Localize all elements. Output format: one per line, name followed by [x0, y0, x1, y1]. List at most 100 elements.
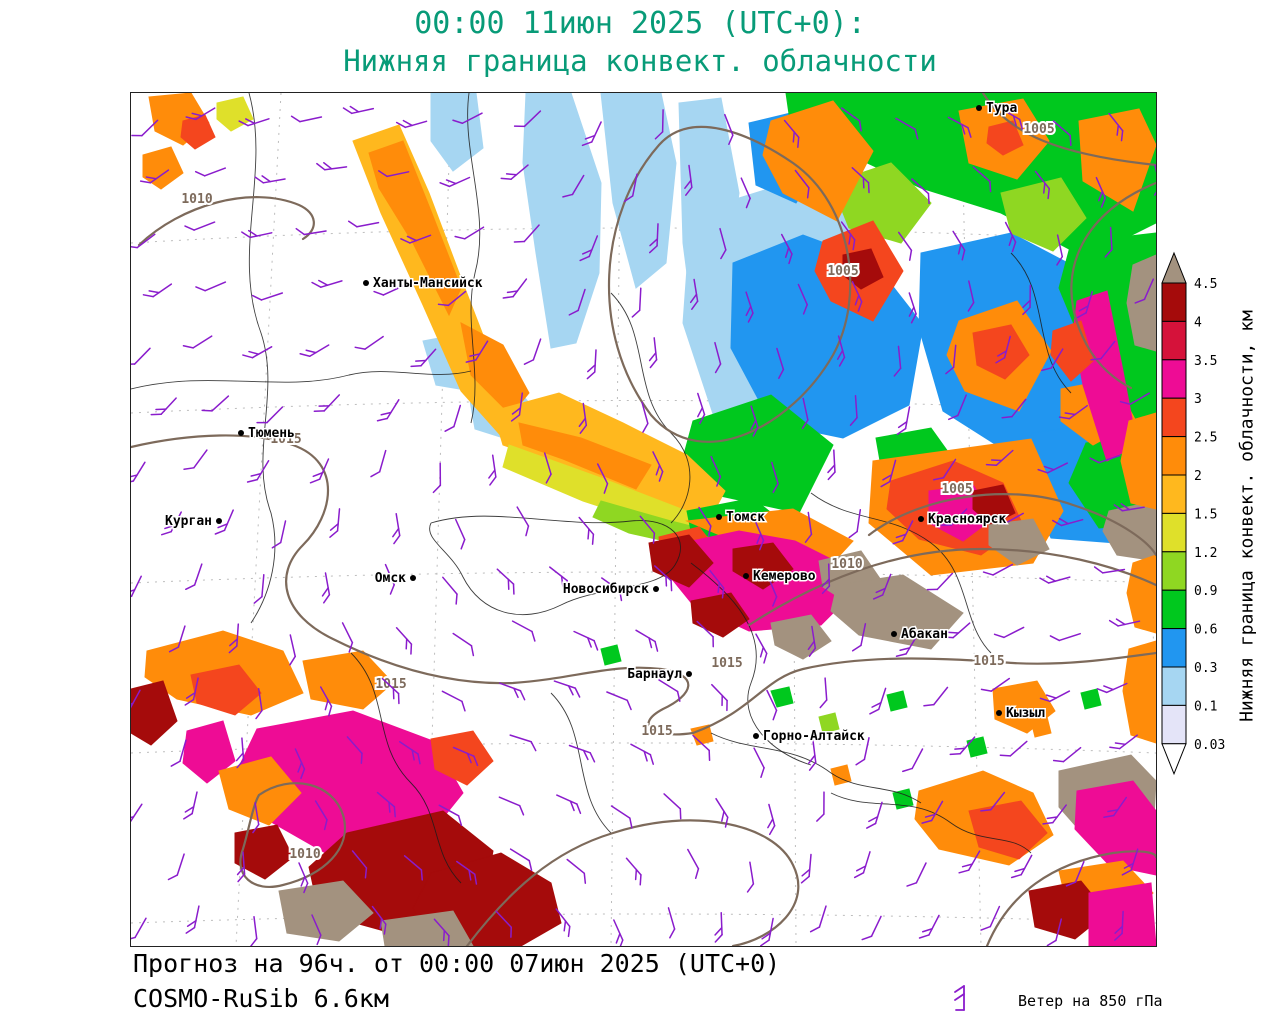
wind-barb: [452, 632, 475, 657]
wind-barb: [1093, 566, 1126, 574]
wind-barb: [511, 620, 536, 642]
wind-barb: [238, 118, 270, 127]
wind-barb: [740, 177, 751, 209]
wind-barb: [767, 575, 778, 607]
wind-barb: [918, 914, 940, 939]
wind-barb: [314, 800, 328, 831]
wind-barb: [750, 405, 759, 437]
admin-boundary: [710, 732, 922, 804]
wind-barb: [384, 563, 395, 595]
wind-barb: [980, 677, 1011, 692]
isobar-label: 1010: [831, 557, 862, 572]
wind-barb: [995, 335, 1011, 364]
wind-barb: [441, 690, 466, 712]
city-label: Тюмень: [248, 426, 295, 441]
wind-barb: [346, 736, 363, 765]
cloud-region: [690, 724, 714, 746]
wind-barb: [290, 115, 323, 123]
wind-barb: [1103, 796, 1128, 819]
wind-barb: [869, 687, 887, 715]
wind-barb: [1109, 734, 1138, 750]
wind-barb: [821, 563, 831, 595]
wind-barb: [1039, 575, 1071, 584]
isobar-label: 1005: [827, 264, 858, 279]
city-marker: [891, 631, 897, 637]
wind-barb: [895, 117, 919, 140]
wind-barb: [1065, 860, 1085, 887]
wind-barb: [760, 917, 774, 946]
wind-barb: [849, 395, 858, 426]
city-label: Томск: [726, 510, 765, 525]
wind-barb: [183, 791, 198, 820]
admin-boundary: [830, 792, 1032, 854]
wind-barb: [687, 848, 700, 880]
wind-barb: [967, 280, 975, 312]
wind-barb: [684, 164, 693, 196]
wind-barb: [381, 677, 400, 705]
wind-barb: [452, 112, 483, 125]
wind-barb: [395, 119, 428, 129]
wind-barb: [131, 917, 147, 941]
cloud-region: [762, 100, 874, 222]
wind-barb: [184, 677, 199, 706]
city-marker: [753, 733, 759, 739]
wind-barb: [755, 633, 768, 664]
admin-boundary: [429, 515, 681, 616]
wind-barb: [523, 338, 542, 365]
cloud-region: [842, 248, 884, 290]
wind-barb: [1090, 340, 1116, 361]
wind-barb: [652, 451, 664, 482]
admin-boundary: [690, 562, 812, 766]
wind-barb: [853, 851, 871, 879]
wind-barb: [1001, 398, 1027, 419]
isobar-label: 1015: [711, 656, 742, 671]
wind-barb: [715, 797, 729, 828]
wind-barb: [184, 221, 216, 231]
wind-barb: [195, 281, 227, 292]
wind-barb: [746, 861, 755, 893]
wind-barb: [499, 682, 526, 701]
wind-barb: [851, 281, 863, 312]
wind-barb: [776, 347, 785, 380]
isobar-label: 1015: [270, 432, 301, 447]
wind-barb: [771, 461, 779, 494]
wind-barb: [329, 508, 341, 538]
wind-barb: [131, 689, 141, 711]
wind-barb: [697, 392, 706, 425]
wind-barb: [438, 804, 463, 827]
wind-barb: [958, 850, 981, 874]
wind-barb: [510, 392, 524, 422]
wind-barb: [568, 288, 586, 316]
colorbar-tick-label: 0.6: [1194, 623, 1217, 638]
isobar-line: [867, 493, 1156, 557]
wind-barb: [993, 512, 1024, 525]
city-marker: [716, 514, 722, 520]
isobar-label: 1015: [375, 677, 406, 692]
wind-barb: [753, 747, 765, 778]
wind-barb: [271, 520, 287, 549]
wind-barb: [658, 679, 681, 702]
wind-barb: [398, 741, 421, 765]
cloud-region: [648, 534, 714, 588]
isobar-line: [747, 547, 1156, 627]
colorbar-tick-label: 2.5: [1194, 431, 1217, 446]
wind-barb: [816, 791, 825, 822]
wind-barb: [848, 509, 862, 539]
wind-barb: [370, 449, 387, 478]
wind-barb: [1076, 290, 1094, 319]
colorbar-segment: [1161, 512, 1187, 553]
city-label: Кызыл: [1006, 706, 1045, 721]
wind-barb: [566, 858, 587, 884]
wind-barb: [866, 801, 883, 829]
wind-barb: [696, 620, 714, 648]
admin-boundary: [1010, 252, 1072, 394]
wind-barb: [452, 746, 479, 767]
cloud-region: [216, 96, 254, 132]
wind-barb: [926, 572, 954, 591]
wind-barb: [780, 233, 793, 265]
cloud-region: [1080, 688, 1102, 710]
cloud-region: [1126, 254, 1156, 352]
wind-barb: [745, 291, 754, 323]
wind-barb: [410, 348, 437, 368]
city-label: Горно-Алтайск: [763, 729, 865, 744]
